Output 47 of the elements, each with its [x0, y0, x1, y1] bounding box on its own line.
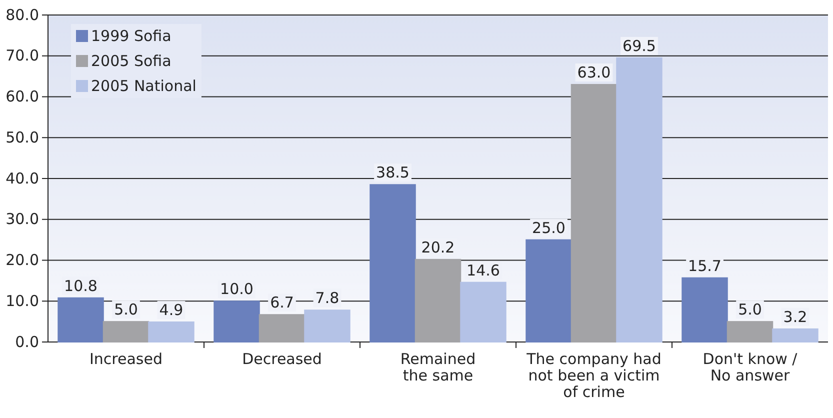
- data-label: 14.6: [466, 261, 500, 280]
- x-tick-label: Remained the same: [400, 350, 476, 384]
- bar: [570, 84, 618, 342]
- data-label: 7.8: [315, 289, 340, 308]
- y-tick-label: 30.0: [6, 210, 39, 228]
- data-label: 5.0: [738, 300, 762, 319]
- bar: [726, 321, 774, 342]
- y-tick-label: 50.0: [6, 128, 39, 146]
- data-label: 38.5: [376, 164, 410, 182]
- data-label: 63.0: [577, 63, 611, 82]
- data-label: 20.2: [421, 238, 455, 256]
- bar: [616, 57, 662, 342]
- y-tick-label: 0.0: [15, 332, 39, 351]
- y-tick-label: 70.0: [6, 46, 39, 65]
- x-tick-label: Decreased: [242, 350, 322, 368]
- y-tick-label: 20.0: [6, 251, 39, 270]
- legend-label: 1999 Sofia: [91, 27, 172, 45]
- data-label: 25.0: [532, 218, 566, 237]
- bar: [214, 300, 260, 342]
- bar: [148, 321, 194, 342]
- bar: [682, 277, 728, 342]
- bar: [258, 314, 306, 342]
- bar: [460, 282, 506, 342]
- y-tick-label: 60.0: [6, 88, 39, 106]
- bar: [58, 297, 104, 342]
- data-label: 15.7: [688, 256, 722, 275]
- data-label: 6.7: [270, 294, 294, 312]
- bar: [102, 321, 150, 342]
- bar: [772, 328, 818, 342]
- data-label: 10.8: [64, 276, 98, 295]
- data-label: 4.9: [159, 300, 184, 319]
- bar: [414, 258, 462, 342]
- data-label: 69.5: [622, 36, 656, 55]
- y-tick-label: 80.0: [6, 6, 39, 24]
- legend-label: 2005 Sofia: [91, 52, 172, 70]
- legend-label: 2005 National: [91, 77, 196, 95]
- x-tick-label: Don't know / No answer: [702, 350, 798, 384]
- data-label: 5.0: [114, 300, 138, 319]
- bar: [526, 239, 572, 342]
- bar: [370, 184, 416, 342]
- y-tick-label: 40.0: [6, 169, 39, 188]
- data-label: 3.2: [783, 308, 808, 326]
- y-tick-label: 10.0: [6, 292, 39, 310]
- x-tick-label: The company had not been a victim of crime: [526, 350, 662, 401]
- bar: [304, 310, 350, 342]
- data-label: 10.0: [220, 280, 254, 298]
- x-tick-label: Increased: [89, 350, 163, 368]
